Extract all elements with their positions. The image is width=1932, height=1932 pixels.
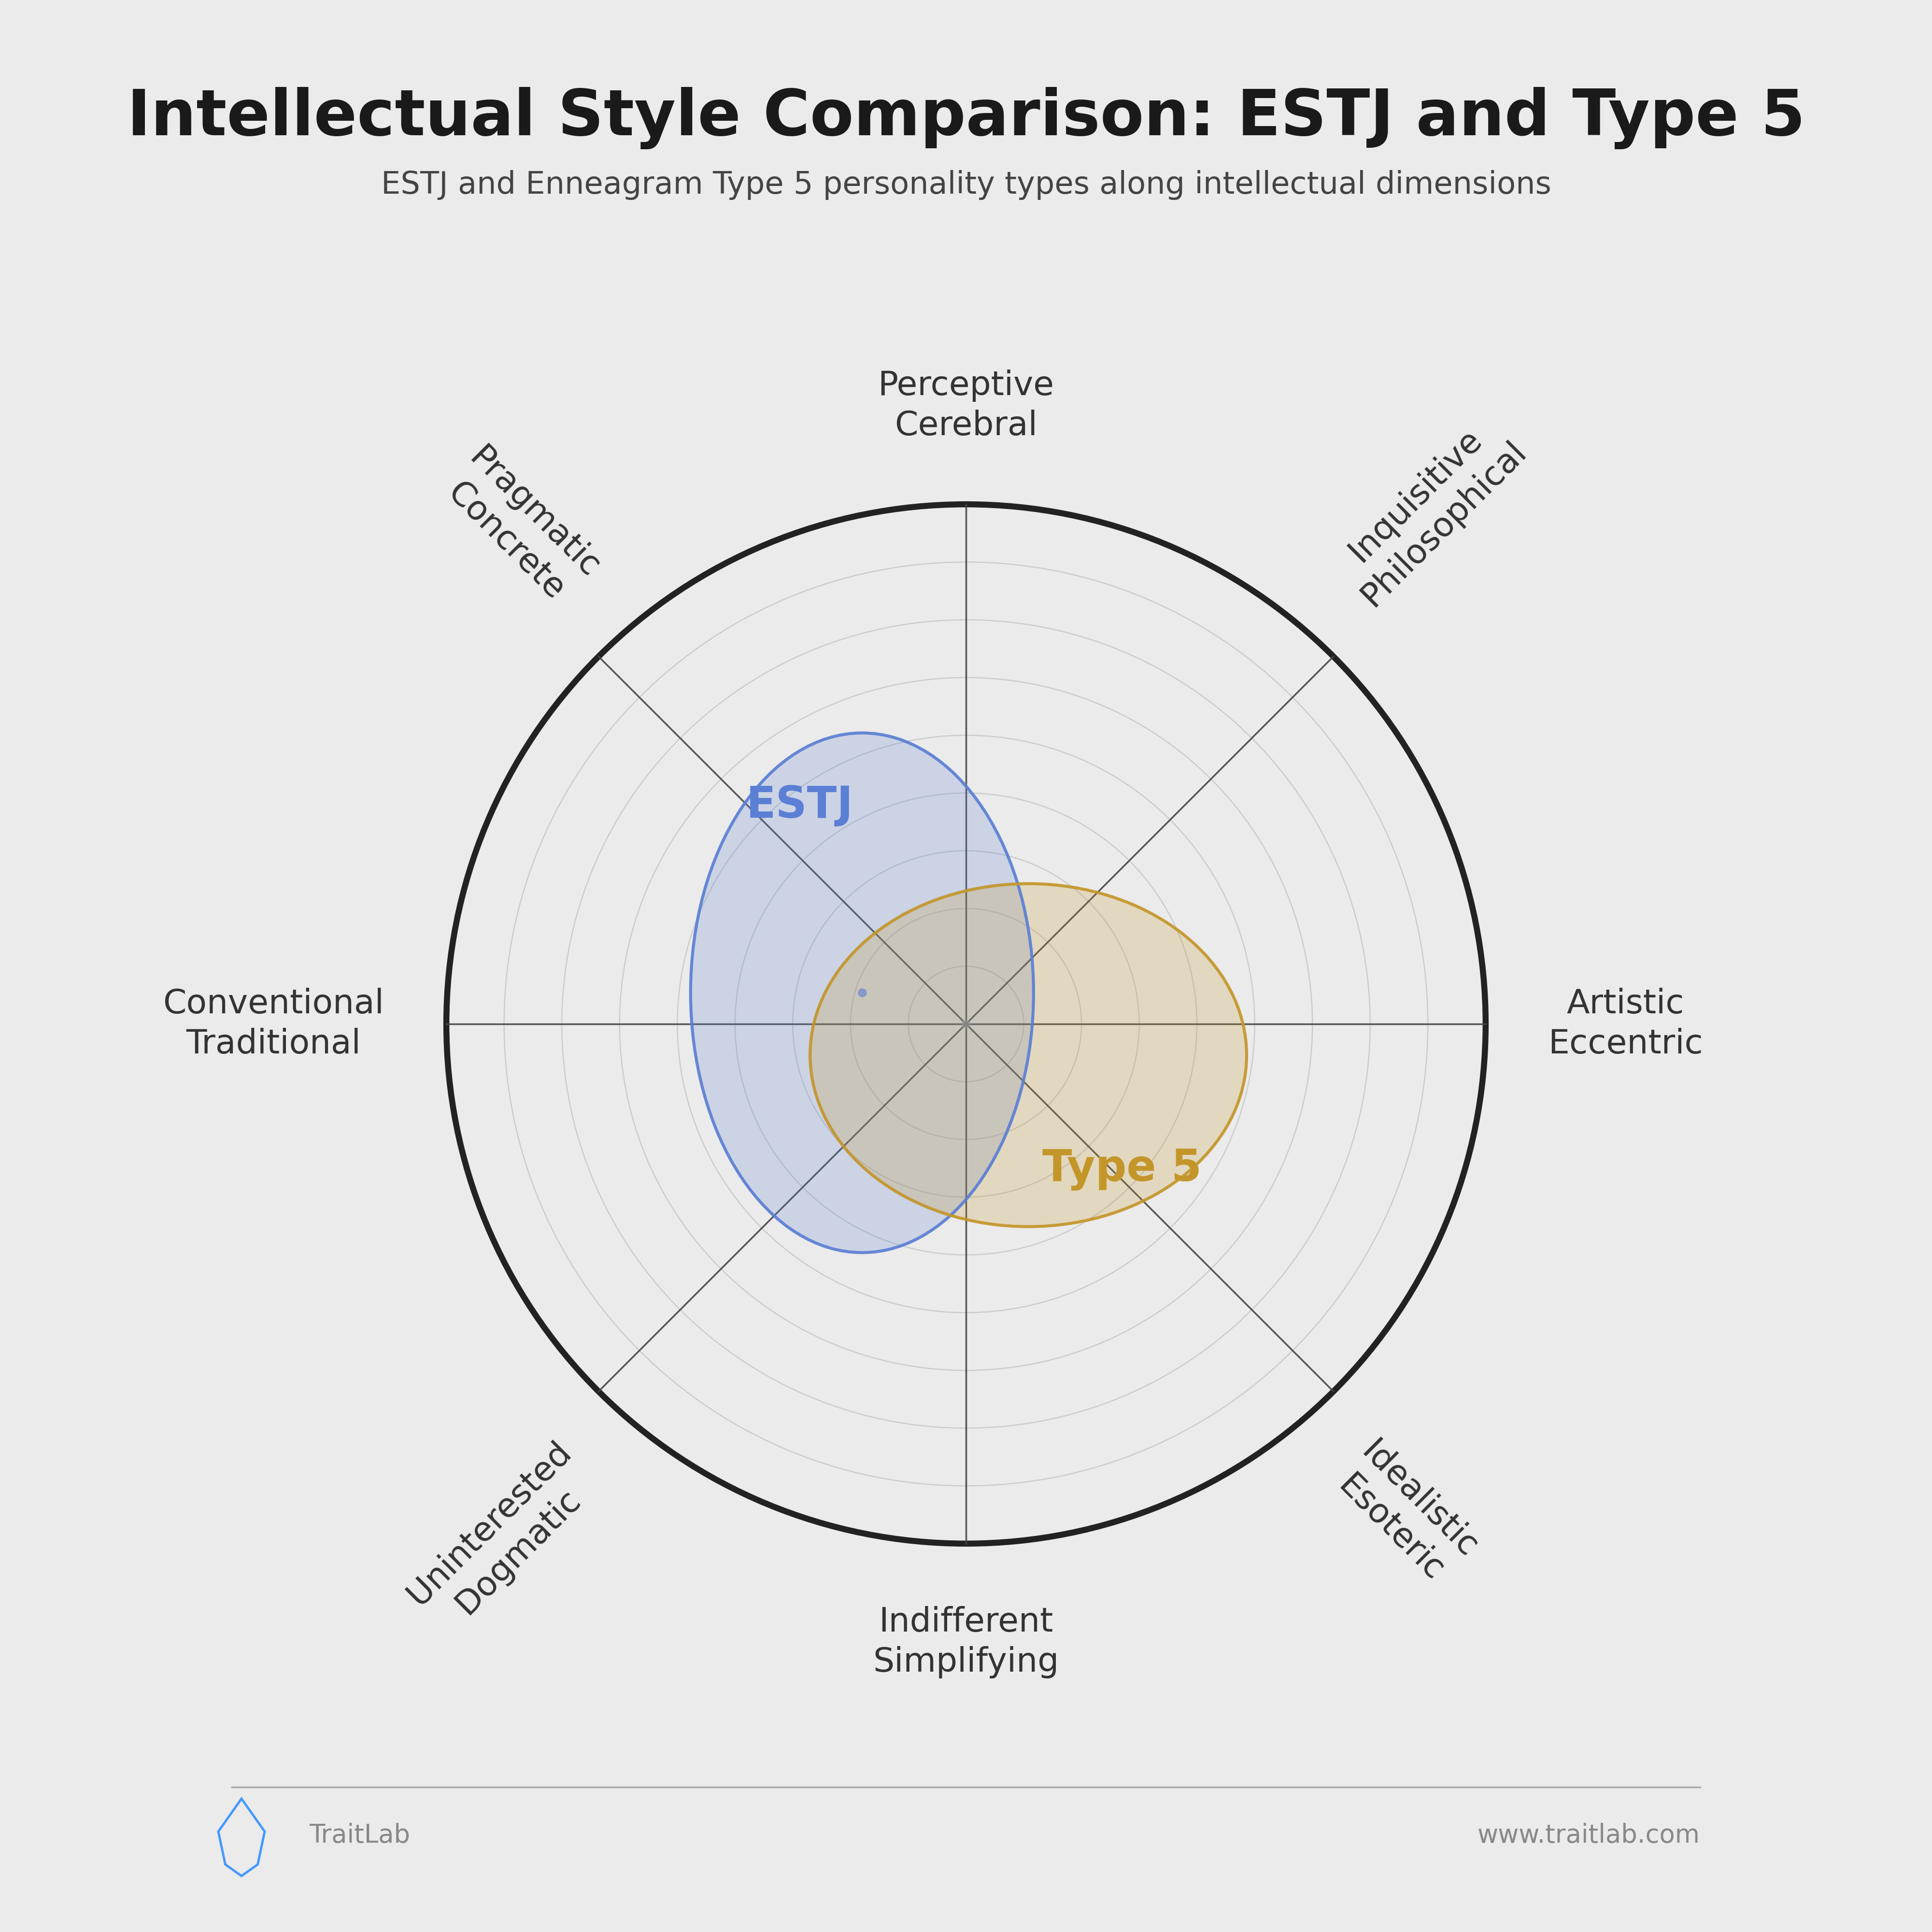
Text: TraitLab: TraitLab [309, 1824, 410, 1847]
Text: Perceptive
Cerebral: Perceptive Cerebral [877, 369, 1055, 442]
Ellipse shape [810, 883, 1246, 1227]
Ellipse shape [690, 732, 1034, 1252]
Text: www.traitlab.com: www.traitlab.com [1478, 1824, 1700, 1847]
Text: ESTJ and Enneagram Type 5 personality types along intellectual dimensions: ESTJ and Enneagram Type 5 personality ty… [381, 170, 1551, 201]
Text: Intellectual Style Comparison: ESTJ and Type 5: Intellectual Style Comparison: ESTJ and … [128, 87, 1804, 149]
Text: Indifferent
Simplifying: Indifferent Simplifying [873, 1605, 1059, 1679]
Text: Artistic
Eccentric: Artistic Eccentric [1548, 987, 1702, 1061]
Text: ESTJ: ESTJ [746, 784, 854, 827]
Text: Idealistic
Esoteric: Idealistic Esoteric [1327, 1435, 1484, 1592]
Text: Pragmatic
Concrete: Pragmatic Concrete [435, 440, 605, 612]
Text: Conventional
Traditional: Conventional Traditional [162, 987, 384, 1061]
Text: Uninterested
Dogmatic: Uninterested Dogmatic [402, 1435, 605, 1640]
Text: Inquisitive
Philosophical: Inquisitive Philosophical [1327, 406, 1532, 612]
Text: Type 5: Type 5 [1041, 1148, 1202, 1190]
